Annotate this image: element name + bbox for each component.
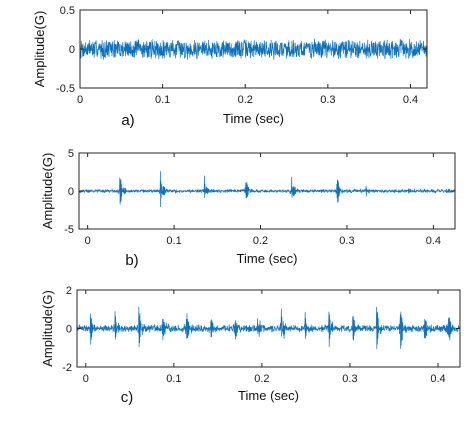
x-tick-label: 0.1 (155, 94, 170, 106)
x-tick-label: 0.3 (339, 235, 354, 247)
x-tick-label: 0.4 (430, 373, 445, 385)
y-tick-label: 0 (69, 44, 75, 56)
x-axis-label: Time (sec) (237, 251, 298, 266)
panel-c: 2 0 -2 0 0.1 0.2 0.3 0.4 Time (sec) Amplitude(G) c… (40, 285, 461, 406)
y-tick-label: 0 (68, 186, 74, 198)
y-axis-label: Amplitude(G) (40, 290, 55, 367)
panel-label: b) (125, 252, 138, 269)
x-tick-label: 0.4 (403, 94, 418, 106)
x-tick-label: 0.3 (320, 94, 335, 106)
x-tick-label: 0.4 (426, 235, 441, 247)
x-tick-label: 0 (77, 94, 83, 106)
y-tick-label: -2 (62, 362, 72, 374)
x-tick-label: 0.2 (253, 235, 268, 247)
signal-trace (76, 306, 461, 350)
y-tick-label: 0 (66, 324, 72, 336)
y-tick-label: 0.5 (60, 5, 75, 17)
panel-label: a) (121, 112, 134, 129)
y-axis-label: Amplitude(G) (40, 153, 55, 230)
y-tick-label: -0.5 (56, 83, 75, 95)
signal-trace (79, 38, 428, 60)
signal-trace (78, 171, 456, 208)
x-tick-label: 0.2 (238, 94, 253, 106)
x-tick-label: 0.3 (342, 373, 357, 385)
x-axis-label: Time (sec) (238, 388, 299, 403)
panel-b: 5 0 -5 0 0.1 0.2 0.3 0.4 Time (sec) Amplitude(G) b… (40, 148, 456, 269)
x-tick-label: 0 (85, 235, 91, 247)
y-tick-label: 5 (68, 148, 74, 160)
panel-label: c) (121, 389, 134, 406)
x-tick-label: 0.1 (166, 235, 181, 247)
x-axis-label: Time (sec) (223, 111, 284, 126)
y-tick-label: -5 (64, 224, 74, 236)
x-tick-label: 0.1 (166, 373, 181, 385)
x-tick-label: 0.2 (254, 373, 269, 385)
y-tick-label: 2 (66, 285, 72, 297)
y-axis-label: Amplitude(G) (32, 11, 47, 88)
x-tick-label: 0 (83, 373, 89, 385)
